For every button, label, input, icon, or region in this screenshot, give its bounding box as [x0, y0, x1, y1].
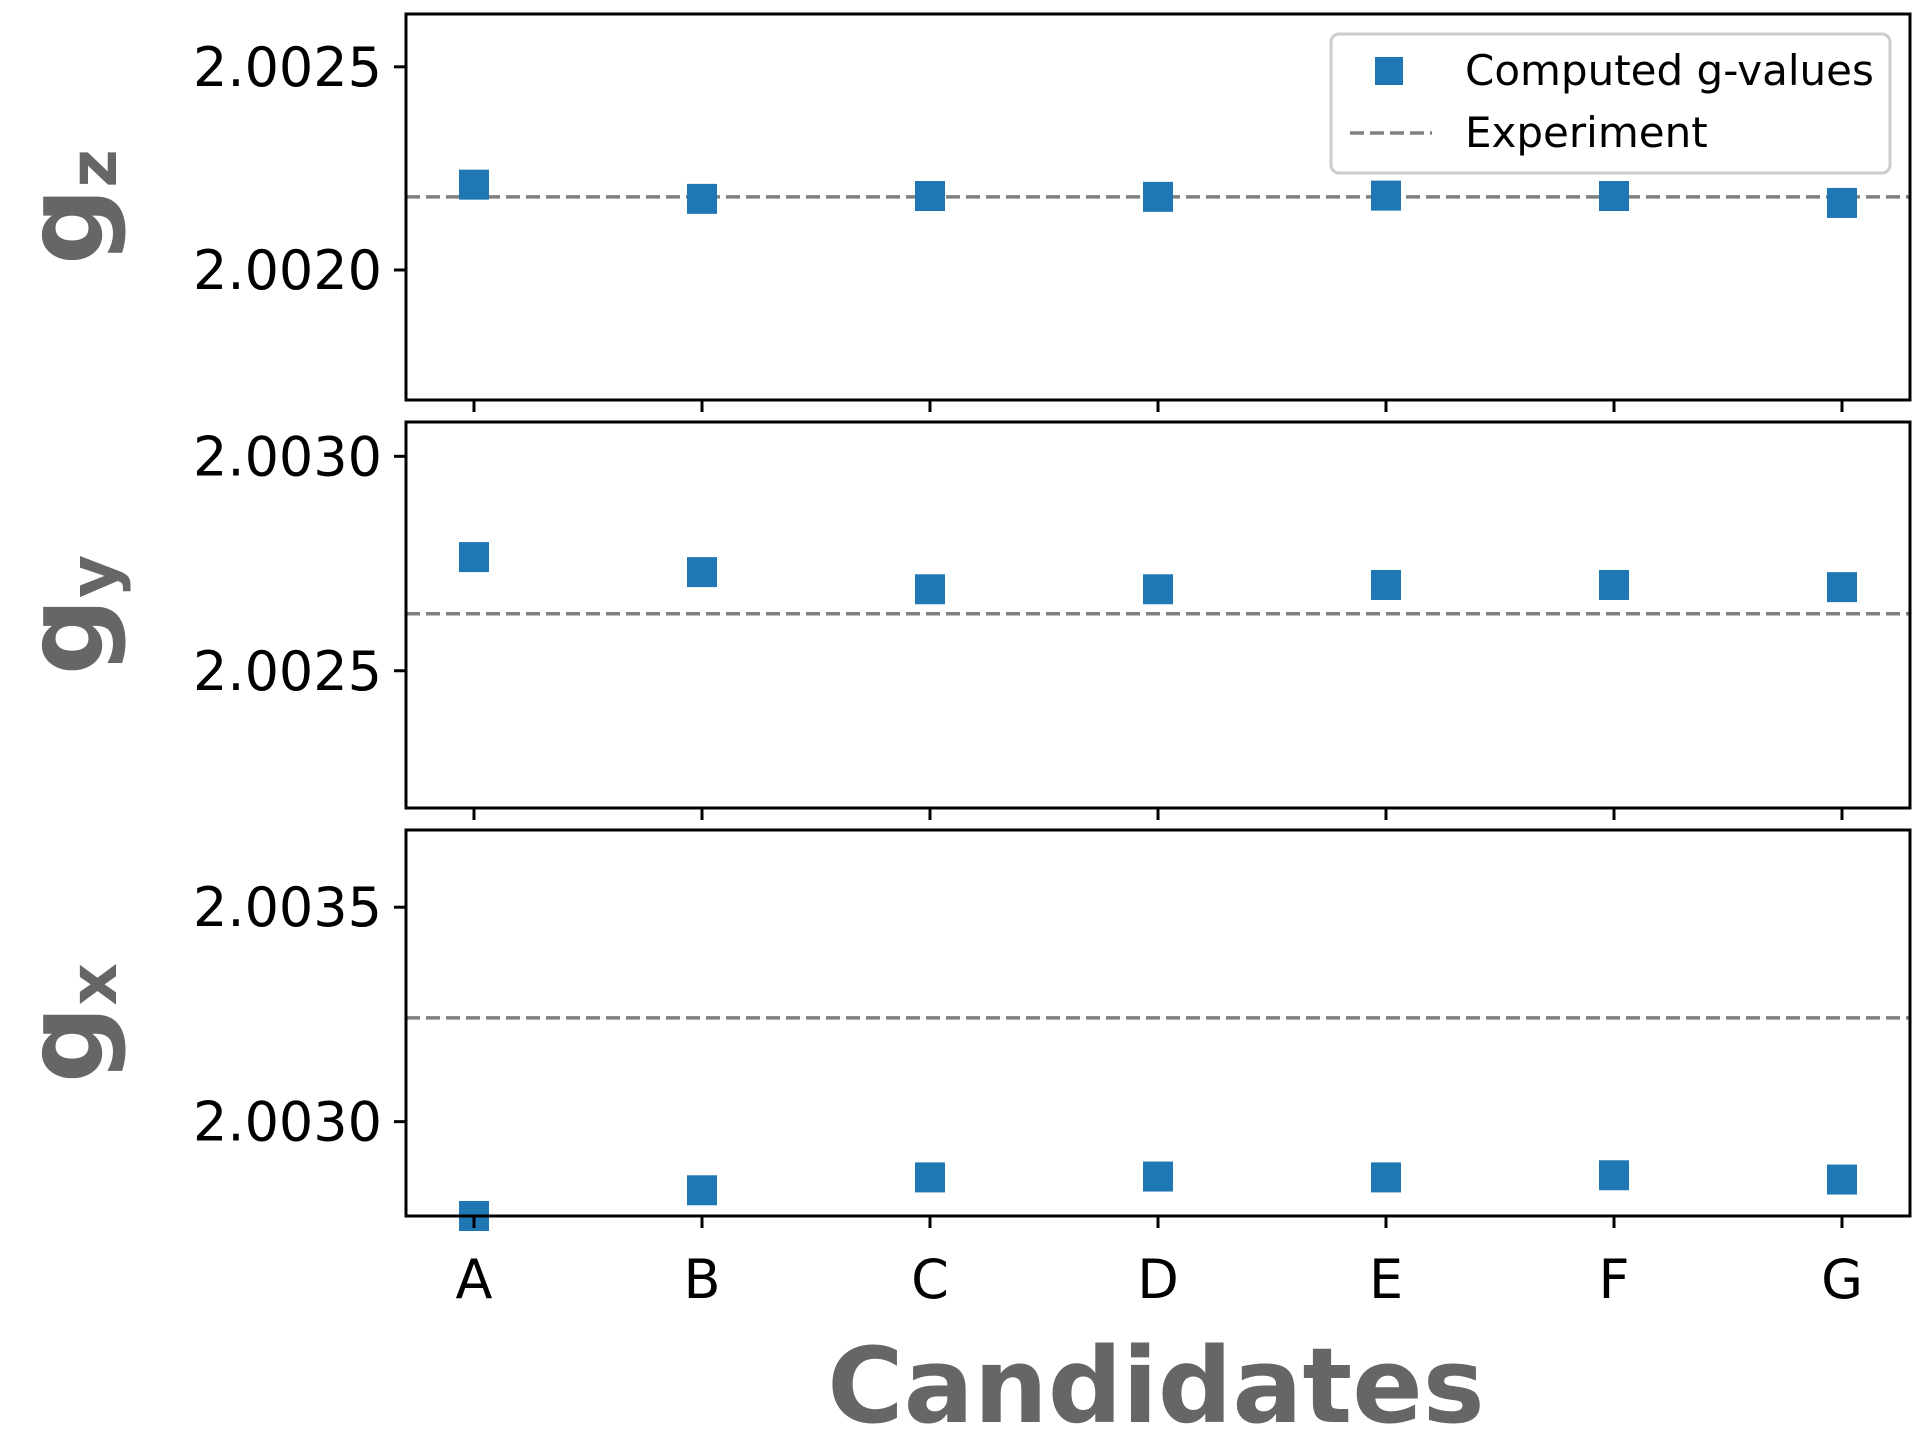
- y-tick-label: 2.0035: [193, 876, 382, 939]
- data-point-b: [687, 1175, 717, 1206]
- data-point-e: [1371, 1162, 1401, 1193]
- x-tick-label-g: G: [1821, 1248, 1863, 1311]
- data-point-g: [1827, 1164, 1857, 1195]
- legend-box: [1329, 32, 1892, 175]
- data-point-e: [1371, 180, 1401, 211]
- y-tick-label: 2.0025: [193, 36, 382, 99]
- data-point-b: [687, 183, 717, 214]
- data-point-c: [915, 574, 945, 605]
- data-point-a: [459, 542, 489, 573]
- data-point-a: [459, 169, 489, 200]
- data-point-f: [1599, 1160, 1629, 1191]
- y-axis-label-subscript: y: [55, 555, 132, 598]
- x-tick-label-d: D: [1137, 1248, 1179, 1311]
- x-tick-label-e: E: [1369, 1248, 1403, 1311]
- data-point-f: [1599, 181, 1629, 212]
- data-point-f: [1599, 569, 1629, 600]
- y-tick-label: 2.0020: [193, 239, 382, 302]
- y-axis-label-subscript: x: [55, 963, 132, 1006]
- legend-marker-computed: [1375, 57, 1403, 85]
- data-point-b: [687, 557, 717, 588]
- data-point-c: [915, 1162, 945, 1193]
- legend-label-experiment: Experiment: [1465, 108, 1708, 157]
- x-tick-label-a: A: [456, 1248, 493, 1311]
- data-point-g: [1827, 187, 1857, 218]
- y-tick-label: 2.0030: [193, 1091, 382, 1154]
- legend-label-computed: Computed g-values: [1465, 46, 1874, 95]
- data-point-c: [915, 181, 945, 212]
- data-point-e: [1371, 569, 1401, 600]
- y-tick-label: 2.0025: [193, 640, 382, 703]
- legend: Computed g-values Experiment: [1329, 32, 1892, 175]
- x-axis-label: Candidates: [827, 1325, 1484, 1440]
- x-tick-label-c: C: [911, 1248, 949, 1311]
- x-tick-label-f: F: [1598, 1248, 1629, 1311]
- panels: 2.00202.0025gz2.00252.0030gy2.00302.0035…: [3, 12, 1912, 1311]
- x-tick-label-b: B: [683, 1248, 720, 1311]
- data-point-d: [1143, 574, 1173, 605]
- y-axis-label: gx: [3, 963, 132, 1083]
- data-point-g: [1827, 572, 1857, 603]
- y-axis-label-subscript: z: [55, 149, 132, 187]
- y-tick-label: 2.0030: [193, 425, 382, 488]
- data-point-d: [1143, 181, 1173, 212]
- data-point-d: [1143, 1161, 1173, 1192]
- panel-gx: 2.0030 2.0035 gx: [3, 828, 1912, 1231]
